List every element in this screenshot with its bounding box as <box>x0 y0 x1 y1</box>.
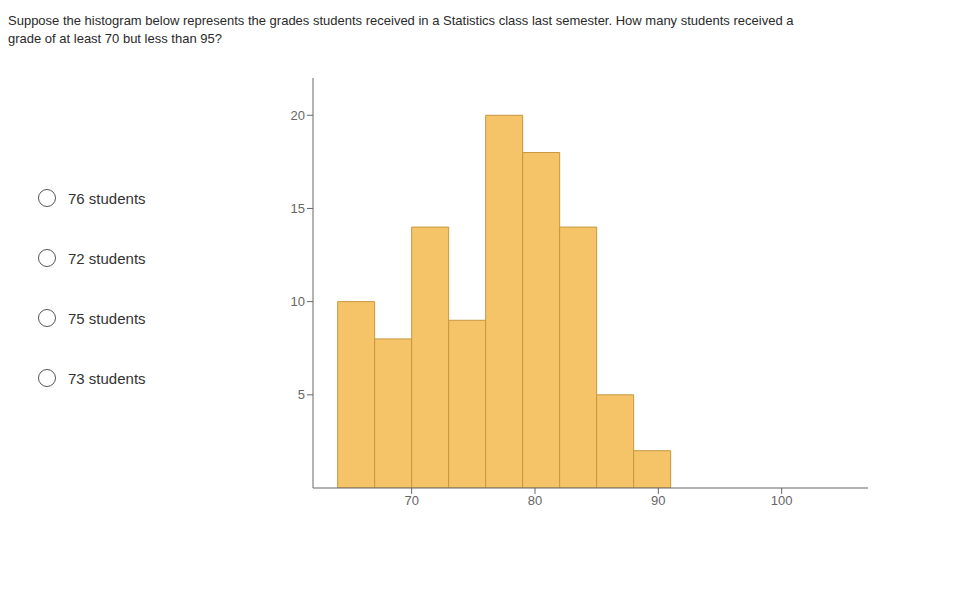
svg-text:80: 80 <box>528 493 542 508</box>
html-text:75 students: 75 students <box>68 309 146 327</box>
svg-text:70: 70 <box>404 493 418 508</box>
html-text:73 students: 73 students <box>68 369 146 387</box>
html-text:Suppose the histogram below re: Suppose the histogram below represents t… <box>8 13 794 28</box>
html-text:76 students: 76 students <box>68 189 146 207</box>
svg-text:5: 5 <box>298 387 305 402</box>
svg-text:90: 90 <box>651 493 665 508</box>
svg-text:15: 15 <box>291 201 305 216</box>
svg-text:20: 20 <box>291 108 305 123</box>
svg-text:100: 100 <box>771 493 793 508</box>
html-text:grade of at least 70 but less: grade of at least 70 but less than 95? <box>8 31 222 46</box>
html-text:72 students: 72 students <box>68 249 146 267</box>
svg-text:10: 10 <box>291 294 305 309</box>
